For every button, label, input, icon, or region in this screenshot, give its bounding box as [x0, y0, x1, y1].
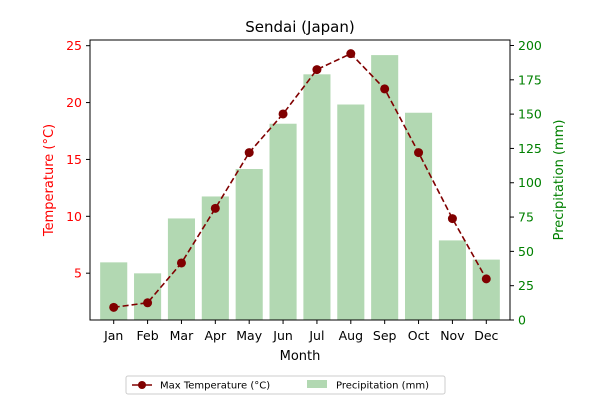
y-left-tick-label: 10: [66, 209, 82, 224]
temp-point-mar: [176, 258, 186, 268]
y-right-tick-label: 125: [518, 141, 542, 156]
legend: Max Temperature (°C) Precipitation (mm): [125, 375, 446, 395]
precip-bar-oct: [405, 112, 433, 321]
legend-bar-swatch: [307, 380, 327, 388]
precip-bar-dec: [472, 259, 500, 320]
temperature-line: [109, 49, 491, 312]
precip-bar-nov: [438, 240, 466, 320]
temp-point-dec: [481, 274, 491, 284]
x-tick-label: Dec: [474, 328, 498, 343]
x-tick-label: Nov: [440, 328, 465, 343]
temp-point-jan: [109, 302, 119, 312]
y-right-tick-label: 75: [518, 210, 534, 225]
y-right-tick-label: 100: [518, 175, 542, 190]
x-axis-label: Month: [280, 349, 321, 364]
temperature-series-line: [113, 52, 487, 309]
x-tick-label: Jan: [103, 328, 123, 343]
temp-point-jun: [278, 109, 288, 119]
precip-bar-sep: [371, 55, 399, 321]
precip-bar-feb: [134, 273, 162, 320]
y-left-tick-label: 15: [66, 152, 82, 167]
y-left-tick-label: 5: [74, 266, 82, 281]
temp-point-may: [244, 148, 254, 158]
x-tick-label: Mar: [170, 328, 194, 343]
x-tick-label: Oct: [408, 328, 430, 343]
precip-bar-apr: [201, 196, 229, 320]
precip-bar-jun: [269, 123, 297, 320]
y-right-tick-label: 50: [518, 244, 534, 259]
y-right-tick-label: 0: [518, 313, 526, 328]
temp-point-feb: [143, 298, 153, 308]
chart-title: Sendai (Japan): [245, 18, 354, 36]
plot-frame: [89, 39, 511, 321]
x-axis: Jan Feb Mar Apr May Jun Jul Aug Sep Oct Nov Dec: [103, 320, 499, 343]
precip-bar-aug: [337, 104, 365, 321]
y-right-tick-label: 175: [518, 72, 542, 87]
y-right-tick-label: 200: [518, 38, 542, 53]
x-tick-label: Sep: [373, 328, 397, 343]
legend-box: [125, 375, 446, 395]
temp-point-sep: [380, 84, 390, 94]
y-axis-right: 0 25 50 75 100 125 150 175 200: [510, 38, 542, 328]
legend-marker-swatch: [138, 381, 146, 389]
temp-point-apr: [210, 203, 220, 213]
y-left-tick-label: 20: [66, 95, 82, 110]
precipitation-bars: [100, 55, 500, 321]
x-tick-label: Jun: [272, 328, 293, 343]
x-tick-label: Feb: [137, 328, 159, 343]
legend-label-precipitation: Precipitation (mm): [336, 381, 429, 392]
temp-point-jul: [312, 65, 322, 75]
temp-point-aug: [346, 49, 356, 59]
precip-bar-jul: [303, 74, 331, 321]
y-left-tick-label: 25: [66, 38, 82, 53]
x-tick-label: Jul: [308, 328, 324, 343]
precip-bar-may: [235, 169, 263, 320]
precip-bar-mar: [167, 218, 195, 320]
x-tick-label: Apr: [205, 328, 227, 343]
y-right-tick-label: 25: [518, 278, 534, 293]
legend-label-temperature: Max Temperature (°C): [160, 381, 270, 392]
temp-point-oct: [414, 148, 424, 158]
x-tick-label: May: [236, 328, 262, 343]
y-right-tick-label: 150: [518, 107, 542, 122]
y-axis-left-label: Temperature (°C): [42, 124, 57, 237]
y-axis-left: 5 10 15 20 25: [66, 38, 90, 281]
y-axis-right-label: Precipitation (mm): [552, 120, 567, 241]
x-tick-label: Aug: [339, 328, 363, 343]
temp-point-nov: [447, 214, 457, 224]
